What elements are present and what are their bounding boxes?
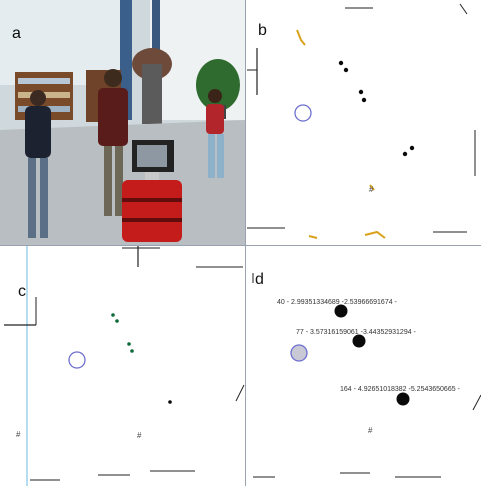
person-marker [334,304,348,318]
panel-d-label: d [255,271,264,288]
panel-c-map: # # c [0,245,245,486]
track-annotation: 77 - 3.57316159061 -3.44352931294 - [296,329,416,336]
robot-circle [68,351,86,369]
robot-body [122,180,182,242]
person-track [111,313,115,317]
svg-text:#: # [368,426,373,435]
track-annotation: 164 - 4.92651018382 -5.2543650665 - [340,386,460,393]
robot-circle [294,104,312,122]
plant [196,59,240,111]
map-b-canvas: # [247,3,476,239]
panel-d-map: # d 40 - 2.99351334689 -2.53966691674 - … [245,245,481,486]
photo-scene [0,0,245,245]
panel-a-photo: a [0,0,245,245]
panel-b-label: b [258,22,267,39]
svg-text:#: # [369,185,374,194]
map-c-canvas: # # [4,245,245,486]
panel-c-label: c [18,283,26,300]
obstacle-mark [296,29,306,46]
track-annotation: 40 - 2.99351334689 -2.53966691674 - [277,299,397,306]
robot-circle [290,344,308,362]
vertical-divider [245,0,246,486]
panel-b-map: # b [245,0,481,245]
svg-text:#: # [137,431,142,440]
svg-text:#: # [16,430,21,439]
panel-a-label: a [12,25,21,42]
map-d-canvas: # [252,273,481,478]
person-track [338,60,344,66]
horizontal-divider [0,245,481,246]
